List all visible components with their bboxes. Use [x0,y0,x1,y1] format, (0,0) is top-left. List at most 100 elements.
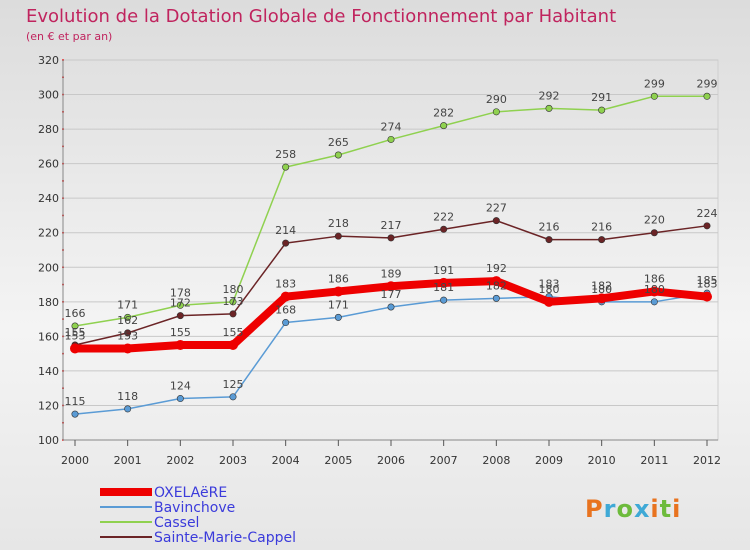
plot-frame [62,59,719,441]
data-point-sainte-marie-cappel [492,217,500,225]
data-point-bavinchove [124,405,132,413]
x-tick-label-2007: 2007 [430,454,458,467]
data-label-bavinchove: 125 [223,378,244,391]
data-point-sainte-marie-cappel [545,236,553,244]
data-point-oxela-re [228,340,238,350]
data-point-bavinchove [176,395,184,403]
y-tick-label-140: 140 [38,365,59,378]
data-point-bavinchove [492,294,500,302]
logo-text: Proxiti [585,495,681,523]
data-label-bavinchove: 124 [170,380,191,393]
data-point-cassel [229,298,237,306]
data-point-sainte-marie-cappel [124,329,132,337]
data-point-cassel [650,92,658,100]
data-label-cassel: 178 [170,286,191,299]
data-label-sainte-marie-cappel: 218 [328,217,349,230]
data-point-cassel [71,322,79,330]
data-label-sainte-marie-cappel: 155 [65,326,86,339]
data-point-bavinchove [71,410,79,418]
x-tick-label-2005: 2005 [324,454,352,467]
y-tick-label-300: 300 [38,89,59,102]
data-point-cassel [124,313,132,321]
grid [62,59,719,441]
x-tick-label-2012: 2012 [693,454,721,467]
data-labels: 166 171 178 180 258 265 274 282 290 292 291 299 299 1… [65,77,718,408]
x-tick-label-2009: 2009 [535,454,563,467]
data-label-cassel: 258 [275,148,296,161]
data-label-sainte-marie-cappel: 220 [644,214,665,227]
data-point-bavinchove [440,296,448,304]
data-point-oxela-re [491,276,502,287]
y-tick-label-160: 160 [38,330,59,343]
data-point-sainte-marie-cappel [387,234,395,242]
x-tick-label-2004: 2004 [272,454,300,467]
data-label-sainte-marie-cappel: 216 [591,221,612,234]
legend: OXELAëREBavinchoveCasselSainte-Marie-Cap… [100,485,296,546]
data-point-sainte-marie-cappel [229,310,237,318]
data-point-oxela-re [175,340,186,350]
data-label-cassel: 299 [644,77,665,90]
data-label-sainte-marie-cappel: 173 [223,295,244,308]
data-label-bavinchove: 171 [328,298,349,311]
data-label-sainte-marie-cappel: 214 [275,224,296,237]
y-tick-label-180: 180 [38,296,59,309]
data-point-cassel [176,301,184,309]
chart-subtitle: (en € et par an) [26,30,112,43]
data-point-cassel [334,151,342,159]
legend-label-sainte-marie-cappel: Sainte-Marie-Cappel [154,530,296,546]
x-tick-label-2010: 2010 [588,454,616,467]
data-point-oxela-re [649,286,660,297]
x-tick-label-2008: 2008 [482,454,510,467]
y-tick-label-120: 120 [38,399,59,412]
data-point-cassel [282,163,290,171]
data-label-cassel: 299 [697,77,718,90]
data-label-cassel: 290 [486,93,507,106]
data-label-bavinchove: 180 [591,283,612,296]
data-label-cassel: 292 [539,89,560,102]
y-tick-label-320: 320 [38,54,59,67]
chart-title: Evolution de la Dotation Globale de Fonc… [26,6,616,27]
data-label-oxela-re: 192 [486,262,507,275]
data-point-oxela-re [386,281,396,292]
data-label-oxela-re: 191 [433,264,454,277]
data-label-oxela-re: 155 [223,326,244,339]
data-point-cassel [492,108,500,116]
data-point-sainte-marie-cappel [440,225,448,233]
data-point-cassel [598,106,606,114]
data-label-cassel: 171 [117,298,138,311]
data-label-oxela-re: 155 [170,326,191,339]
data-point-bavinchove [387,303,395,311]
data-point-sainte-marie-cappel [176,312,184,320]
data-label-cassel: 282 [433,107,454,120]
data-label-sainte-marie-cappel: 217 [381,219,402,232]
x-tick-label-2011: 2011 [640,454,668,467]
x-tick-label-2001: 2001 [114,454,142,467]
y-tick-label-280: 280 [38,123,59,136]
data-label-cassel: 180 [223,283,244,296]
series-line-bavinchove [74,292,708,415]
y-tick-label-200: 200 [38,261,59,274]
data-label-bavinchove: 115 [65,395,86,408]
data-point-bavinchove [334,313,342,321]
data-label-bavinchove: 168 [275,304,296,317]
data-label-bavinchove: 182 [486,279,507,292]
data-label-oxela-re: 153 [117,329,138,342]
x-tick-label-2002: 2002 [166,454,194,467]
data-label-oxela-re: 183 [275,278,296,291]
data-label-sainte-marie-cappel: 224 [697,207,718,220]
data-label-bavinchove: 180 [644,283,665,296]
data-point-oxela-re [333,286,344,297]
data-label-bavinchove: 183 [539,278,560,291]
data-label-bavinchove: 118 [117,390,138,403]
data-point-sainte-marie-cappel [334,232,342,240]
data-point-cassel [440,122,448,130]
x-tick-label-2000: 2000 [61,454,89,467]
data-label-sainte-marie-cappel: 162 [117,314,138,327]
data-point-bavinchove [282,319,290,327]
data-label-bavinchove: 185 [697,274,718,287]
data-point-sainte-marie-cappel [598,236,606,244]
data-point-oxela-re [544,296,554,307]
data-label-cassel: 291 [591,91,612,104]
data-label-sainte-marie-cappel: 222 [433,210,454,223]
